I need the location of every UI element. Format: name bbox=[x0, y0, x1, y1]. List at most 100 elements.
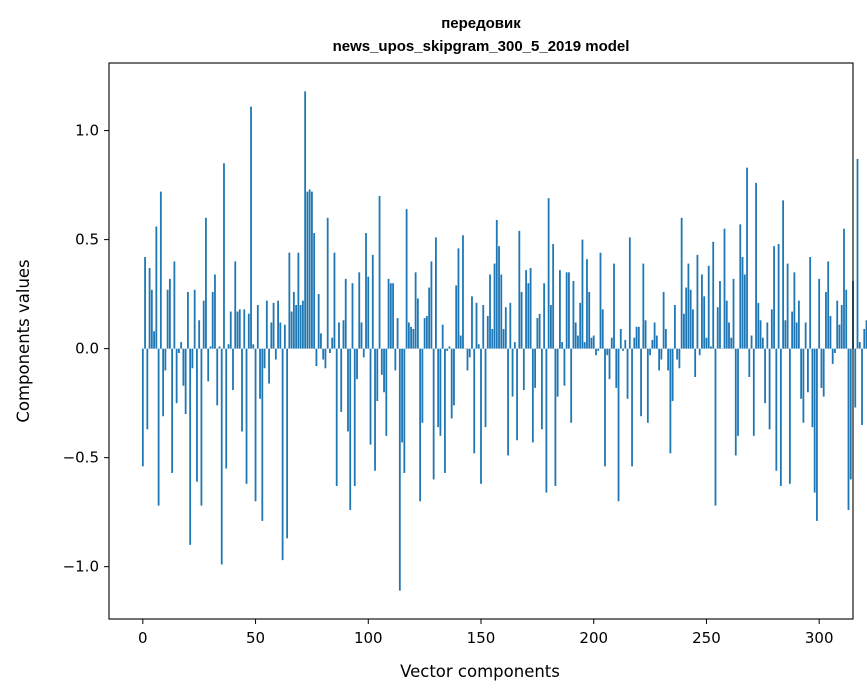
y-tick-label: 1.0 bbox=[75, 122, 99, 140]
bar bbox=[628, 237, 631, 349]
bar bbox=[335, 348, 338, 486]
bar bbox=[209, 346, 212, 349]
bar bbox=[159, 191, 162, 349]
bar bbox=[577, 335, 579, 349]
bar bbox=[725, 300, 728, 349]
bar bbox=[624, 339, 627, 349]
bar bbox=[241, 348, 243, 432]
bar bbox=[432, 348, 435, 480]
bar bbox=[559, 270, 561, 349]
bar bbox=[387, 278, 390, 349]
bar bbox=[250, 106, 252, 349]
bar bbox=[673, 305, 676, 349]
bar bbox=[601, 309, 604, 349]
bar bbox=[811, 348, 814, 428]
bar bbox=[838, 324, 841, 349]
chart-title: передовик bbox=[441, 15, 521, 32]
bar bbox=[407, 322, 410, 349]
bar bbox=[374, 348, 376, 471]
bar bbox=[788, 348, 791, 484]
bar bbox=[272, 302, 275, 349]
bar bbox=[396, 318, 399, 349]
bar bbox=[311, 191, 313, 349]
bar bbox=[252, 344, 255, 349]
bar bbox=[617, 348, 620, 502]
bar bbox=[525, 270, 527, 349]
bar bbox=[430, 261, 433, 349]
bar bbox=[734, 348, 737, 456]
bar bbox=[520, 291, 523, 349]
bar bbox=[719, 281, 721, 349]
bar bbox=[410, 326, 413, 349]
x-axis: 0 50 100 150 200 250 300 bbox=[138, 619, 834, 647]
bar bbox=[216, 348, 219, 406]
bar bbox=[730, 337, 733, 349]
bar bbox=[403, 348, 406, 473]
bar bbox=[543, 283, 546, 349]
bar bbox=[288, 252, 291, 349]
bar bbox=[662, 291, 665, 349]
bar bbox=[635, 326, 638, 349]
bar bbox=[279, 322, 282, 349]
bar bbox=[827, 261, 830, 349]
x-tick-label: 250 bbox=[692, 629, 721, 647]
bar bbox=[565, 272, 568, 349]
bar bbox=[286, 348, 289, 539]
bar bbox=[340, 348, 343, 412]
bar bbox=[428, 287, 431, 349]
bar bbox=[351, 283, 354, 349]
bar bbox=[606, 348, 609, 356]
bar bbox=[315, 348, 318, 367]
bar bbox=[504, 307, 507, 349]
bar bbox=[358, 272, 361, 349]
bar bbox=[847, 348, 850, 510]
bar bbox=[779, 348, 782, 486]
bar bbox=[295, 305, 298, 349]
bar bbox=[281, 348, 284, 561]
bar bbox=[540, 348, 543, 430]
bar bbox=[349, 348, 352, 510]
bar bbox=[545, 348, 548, 493]
bar bbox=[306, 191, 309, 349]
bar bbox=[157, 348, 160, 506]
bar bbox=[324, 348, 327, 369]
bar bbox=[793, 272, 796, 349]
bar bbox=[646, 348, 649, 423]
bar bbox=[187, 291, 189, 349]
bar bbox=[858, 342, 861, 349]
bar bbox=[655, 335, 658, 349]
bar bbox=[148, 267, 151, 349]
bar bbox=[389, 283, 392, 349]
bar bbox=[669, 348, 672, 454]
bar bbox=[748, 348, 751, 377]
bar bbox=[552, 243, 555, 349]
bar bbox=[556, 348, 559, 397]
x-tick-label: 50 bbox=[246, 629, 265, 647]
bar bbox=[180, 342, 183, 349]
bar bbox=[466, 348, 469, 371]
bar bbox=[667, 348, 670, 371]
bar bbox=[797, 300, 800, 349]
bar bbox=[741, 257, 744, 349]
bar bbox=[243, 309, 246, 349]
bar bbox=[175, 348, 178, 404]
bar bbox=[290, 311, 293, 349]
bar bbox=[173, 261, 176, 349]
bar bbox=[225, 348, 228, 469]
bar bbox=[737, 348, 739, 436]
bar bbox=[723, 228, 726, 349]
bar bbox=[453, 348, 455, 406]
bar bbox=[383, 348, 385, 393]
bar bbox=[692, 309, 694, 349]
bar bbox=[574, 322, 577, 349]
bar bbox=[198, 320, 201, 349]
bar bbox=[401, 348, 403, 443]
bar bbox=[448, 346, 451, 349]
bar bbox=[671, 348, 674, 401]
bar bbox=[840, 305, 843, 349]
bar bbox=[678, 348, 681, 369]
bar bbox=[619, 329, 622, 349]
bar bbox=[829, 315, 832, 349]
bar bbox=[274, 348, 277, 360]
